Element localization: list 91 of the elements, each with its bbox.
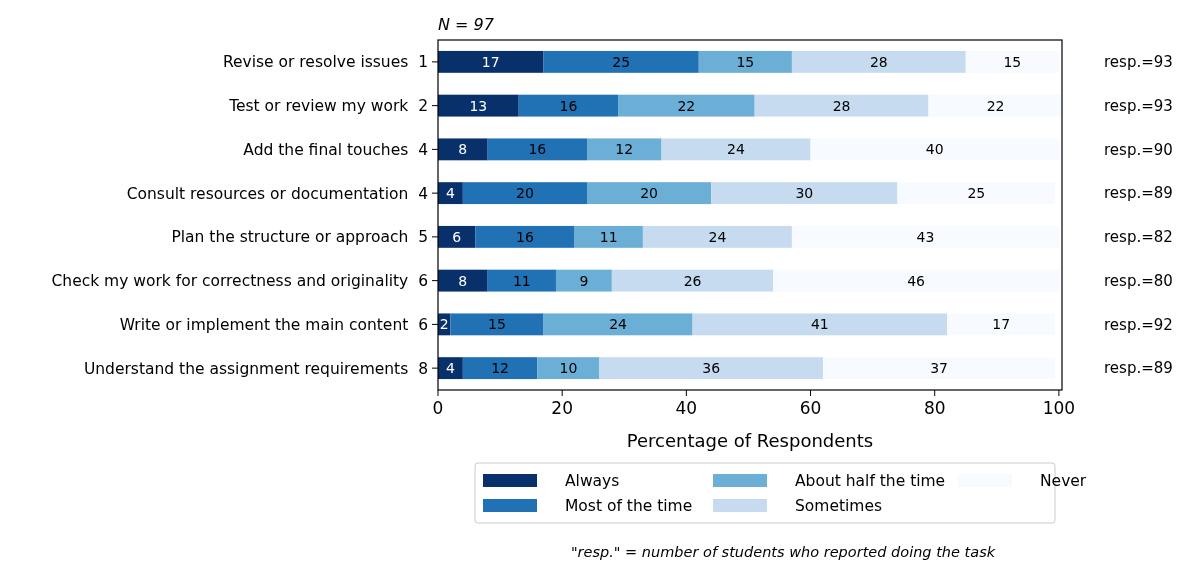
legend-label: Most of the time (565, 497, 693, 516)
x-tick-label: 100 (1042, 398, 1076, 418)
bar (487, 138, 588, 161)
data-label: 16 (516, 228, 534, 245)
data-label: 46 (907, 272, 926, 289)
data-label: 30 (795, 185, 814, 202)
bar (543, 50, 699, 73)
bar (438, 225, 476, 248)
data-label: 37 (930, 360, 948, 377)
y-tick-label: Revise or resolve issues 1 (222, 53, 428, 72)
bar (587, 182, 712, 205)
bar (450, 313, 544, 336)
text: resp.=93 (1104, 53, 1173, 72)
data-label: 16 (559, 97, 578, 114)
bar (518, 94, 619, 117)
y-tick-label: Consult resources or documentation 4 (126, 184, 428, 203)
x-tick-label: 40 (675, 398, 698, 418)
data-label: 20 (516, 185, 534, 202)
data-label: 13 (469, 97, 488, 114)
legend-label: Never (1040, 472, 1087, 491)
text: resp.=82 (1104, 228, 1173, 247)
x-axis-title: Percentage of Respondents (626, 430, 874, 451)
data-label: 25 (967, 185, 986, 202)
legend-label: Sometimes (795, 497, 883, 516)
data-label: 15 (488, 316, 506, 333)
data-label: 24 (609, 316, 628, 333)
bar (475, 225, 575, 248)
bar (438, 94, 519, 117)
data-label: 22 (677, 97, 696, 114)
y-tick-label: Write or implement the main content 6 (119, 315, 428, 334)
data-label: 26 (683, 272, 702, 289)
bar (574, 225, 643, 248)
data-label: 24 (727, 141, 746, 158)
data-label: 25 (612, 53, 631, 70)
text: resp.=93 (1104, 96, 1173, 115)
bar (555, 269, 612, 292)
x-tick-label: 20 (551, 398, 573, 418)
data-label: 9 (579, 272, 589, 289)
bar (543, 313, 693, 336)
text: "resp." = number of students who reported doing the task (570, 544, 996, 560)
data-label: 28 (832, 97, 851, 114)
data-label: 15 (736, 53, 755, 70)
legend-label: About half the time (795, 472, 946, 491)
bar (618, 94, 755, 117)
data-label: 11 (599, 228, 618, 245)
text: resp.=89 (1104, 359, 1173, 378)
data-label: 17 (481, 53, 500, 70)
text: resp.=92 (1104, 315, 1173, 334)
bar (587, 138, 662, 161)
bar (438, 269, 488, 292)
data-label: 8 (458, 141, 468, 158)
chart-title: N = 97 (438, 15, 495, 34)
bar (438, 50, 544, 73)
data-label: 24 (708, 228, 727, 245)
data-label: 15 (1003, 53, 1022, 70)
data-label: 6 (452, 228, 462, 245)
data-label: 4 (445, 185, 455, 202)
bar (462, 357, 538, 380)
data-label: 36 (702, 360, 721, 377)
y-tick-label: Add the final touches 4 (243, 140, 428, 159)
x-tick-label: 80 (923, 398, 946, 418)
bar (487, 269, 556, 292)
data-label: 22 (986, 97, 1005, 114)
data-label: 12 (615, 141, 634, 158)
data-label: 12 (491, 360, 509, 377)
data-label: 28 (869, 53, 888, 70)
text: resp.=90 (1104, 140, 1173, 159)
data-label: 43 (916, 228, 935, 245)
data-label: 8 (458, 272, 468, 289)
data-label: 10 (559, 360, 578, 377)
data-label: 4 (445, 360, 455, 377)
y-tick-label: Plan the structure or approach 5 (171, 228, 428, 247)
y-tick-label: Understand the assignment requirements 8 (83, 359, 428, 378)
data-label: 2 (439, 316, 449, 333)
bar (438, 138, 488, 161)
x-tick-label: 60 (799, 398, 822, 418)
text: resp.=89 (1104, 184, 1173, 203)
y-tick-label: Check my work for correctness and originality 6 (51, 272, 428, 291)
legend-label: Always (565, 472, 620, 491)
text: resp.=80 (1104, 271, 1173, 290)
y-tick-label: Test or review my work 2 (228, 97, 428, 116)
bar (537, 357, 600, 380)
data-label: 11 (512, 272, 531, 289)
x-tick-label: 0 (432, 398, 444, 418)
data-label: 16 (528, 141, 547, 158)
data-label: 41 (810, 316, 829, 333)
bar (462, 182, 588, 205)
data-label: 20 (640, 185, 659, 202)
bar (698, 50, 792, 73)
data-label: 40 (925, 141, 944, 158)
data-label: 17 (992, 316, 1011, 333)
